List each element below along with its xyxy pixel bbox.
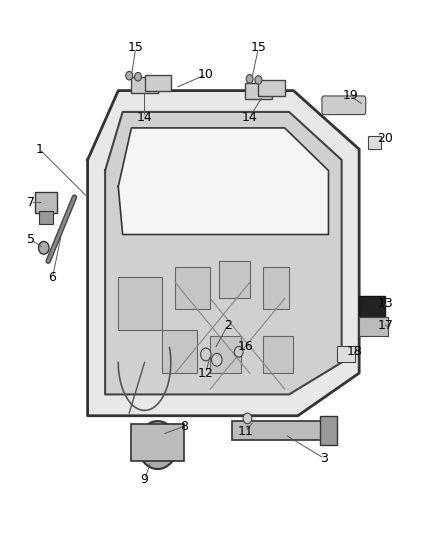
Polygon shape <box>105 112 342 394</box>
Text: 8: 8 <box>180 420 188 433</box>
Polygon shape <box>118 128 328 235</box>
Bar <box>258 80 285 96</box>
Text: 6: 6 <box>49 271 57 284</box>
Text: 15: 15 <box>128 42 144 54</box>
Text: 1: 1 <box>35 143 43 156</box>
Bar <box>210 336 241 373</box>
Bar <box>337 346 355 362</box>
Text: 12: 12 <box>198 367 214 379</box>
Bar <box>145 75 171 91</box>
Circle shape <box>234 346 243 357</box>
Text: 14: 14 <box>242 111 258 124</box>
Bar <box>359 317 388 336</box>
Text: 17: 17 <box>378 319 393 332</box>
Bar <box>118 277 162 330</box>
Bar <box>368 136 381 149</box>
Bar <box>245 83 272 99</box>
Circle shape <box>243 413 252 424</box>
Text: 20: 20 <box>378 132 393 145</box>
Bar <box>263 266 289 309</box>
Bar <box>219 261 250 298</box>
Bar <box>131 424 184 461</box>
Circle shape <box>201 348 211 361</box>
Bar <box>359 296 385 320</box>
Circle shape <box>138 421 177 469</box>
Text: 19: 19 <box>343 90 358 102</box>
Bar <box>39 211 53 224</box>
Bar <box>131 77 158 93</box>
Bar <box>162 330 197 373</box>
Bar <box>232 421 328 440</box>
Text: 10: 10 <box>198 68 214 81</box>
Circle shape <box>246 75 253 83</box>
Text: 15: 15 <box>251 42 266 54</box>
FancyBboxPatch shape <box>322 96 366 115</box>
Text: 13: 13 <box>378 297 393 310</box>
Text: 18: 18 <box>347 345 363 358</box>
Circle shape <box>212 353 222 366</box>
Circle shape <box>255 76 262 84</box>
Bar <box>320 416 337 445</box>
Bar <box>35 192 57 213</box>
Text: 2: 2 <box>224 319 232 332</box>
Text: 14: 14 <box>137 111 152 124</box>
Text: 16: 16 <box>237 340 253 353</box>
Circle shape <box>126 71 133 80</box>
Text: 9: 9 <box>141 473 148 486</box>
Bar <box>263 336 293 373</box>
Text: 7: 7 <box>27 196 35 209</box>
Text: 5: 5 <box>27 233 35 246</box>
Text: 3: 3 <box>320 452 328 465</box>
Circle shape <box>39 241 49 254</box>
Bar <box>175 266 210 309</box>
Text: 11: 11 <box>237 425 253 438</box>
Circle shape <box>134 72 141 81</box>
Polygon shape <box>88 91 359 416</box>
